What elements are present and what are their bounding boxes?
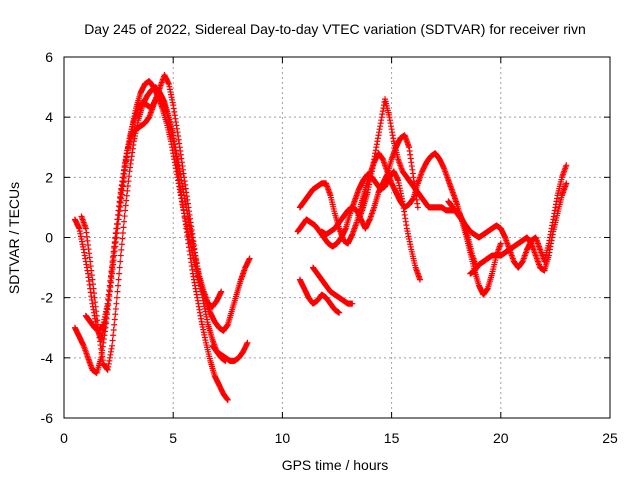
- data-point: [111, 316, 118, 323]
- data-point: [563, 162, 570, 169]
- data-point: [119, 229, 126, 236]
- data-point: [224, 396, 231, 403]
- data-point: [349, 300, 356, 307]
- data-point: [118, 241, 125, 248]
- data-point: [112, 311, 119, 318]
- data-point: [416, 276, 423, 283]
- series-mid-arc-4: [309, 264, 356, 307]
- x-tick-label: 15: [384, 430, 400, 446]
- data-point: [244, 339, 251, 346]
- x-tick-label: 5: [169, 430, 177, 446]
- data-point: [121, 213, 128, 220]
- x-tick-label: 10: [275, 430, 291, 446]
- data-point: [414, 204, 421, 211]
- data-point: [109, 342, 116, 349]
- x-tick-label: 0: [60, 430, 68, 446]
- data-points-layer: [71, 72, 570, 403]
- data-point: [111, 321, 118, 328]
- data-point: [497, 240, 504, 247]
- data-point: [246, 255, 253, 262]
- y-tick-label: -6: [41, 410, 54, 426]
- data-point: [116, 270, 123, 277]
- data-point: [120, 224, 127, 231]
- series-early-arc-4: [78, 84, 225, 373]
- plot-frame: [63, 56, 611, 419]
- data-point: [113, 300, 120, 307]
- tick-labels-layer: 0 5 10 15 20 25 -6 -4 -2 0 2 4 6: [41, 49, 618, 446]
- y-tick-label: 4: [45, 109, 53, 125]
- y-tick-label: 2: [45, 169, 53, 185]
- chart-title: Day 245 of 2022, Sidereal Day-to-day VTE…: [84, 21, 586, 37]
- y-tick-label: 6: [45, 49, 53, 65]
- data-point: [118, 246, 125, 253]
- series-mid-arc-3: [296, 276, 343, 316]
- data-point: [109, 337, 116, 344]
- data-point: [119, 235, 126, 242]
- y-tick-label: -2: [41, 290, 54, 306]
- data-point: [114, 288, 121, 295]
- x-tick-label: 25: [602, 430, 618, 446]
- data-point: [115, 282, 122, 289]
- y-tick-label: 0: [45, 230, 53, 246]
- series-mid-arc-6: [318, 132, 421, 238]
- data-point: [117, 252, 124, 259]
- series-early-tail: [209, 339, 251, 364]
- x-tick-label: 20: [493, 430, 509, 446]
- data-point: [116, 264, 123, 271]
- data-point: [110, 327, 117, 334]
- axis-layer: [63, 56, 611, 419]
- data-point: [110, 332, 117, 339]
- data-point: [563, 180, 570, 187]
- series-early-arc-2: [71, 90, 231, 403]
- series-mid-arc-2: [296, 150, 504, 298]
- series-early-arc-3: [82, 72, 229, 364]
- series-late-arc-2: [467, 180, 570, 277]
- data-point: [336, 309, 343, 316]
- y-tick-label: -4: [41, 350, 54, 366]
- y-axis-label: SDTVAR / TECUs: [6, 182, 22, 294]
- data-point: [112, 305, 119, 312]
- data-point: [218, 288, 225, 295]
- data-point: [121, 218, 128, 225]
- data-point: [113, 294, 120, 301]
- data-point: [117, 258, 124, 265]
- x-axis-label: GPS time / hours: [282, 457, 389, 473]
- data-point: [115, 276, 122, 283]
